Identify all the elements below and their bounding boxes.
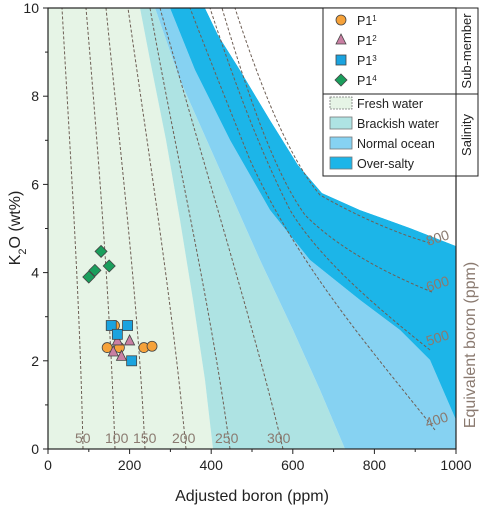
y-tick-label: 0: [31, 441, 39, 457]
zone-over-salty: [170, 8, 456, 420]
contour-label-250: 250: [215, 430, 239, 446]
legend-marker-p1-2: [335, 33, 347, 45]
contour-label-800: 800: [424, 226, 451, 249]
point-p1-3-1: [111, 328, 123, 340]
point-p1-2-2: [115, 349, 128, 361]
legend-label-zone-3: Over-salty: [357, 157, 415, 171]
contour-label-300: 300: [267, 430, 291, 446]
contour-label-200: 200: [172, 430, 196, 446]
point-p1-2-0: [107, 345, 119, 357]
contour-500: [209, 8, 431, 351]
zone-brackish-water: [140, 8, 345, 449]
contour-300: [159, 8, 284, 449]
legend-marker-p1-1: [335, 14, 347, 26]
legend-label-zone-1: Brackish water: [357, 117, 439, 131]
y-tick-label: 2: [31, 353, 39, 369]
contour-50: [61, 8, 84, 449]
contour-400: [189, 8, 436, 431]
y-tick-label: 4: [31, 265, 39, 281]
y-tick-label: 6: [31, 176, 39, 192]
contour-label-100: 100: [105, 430, 129, 446]
contour-label-600: 600: [424, 272, 451, 295]
point-p1-2-1: [111, 334, 124, 346]
point-p1-4-0: [82, 270, 96, 284]
zone-normal-ocean: [155, 8, 456, 449]
legend-swatch-2: [329, 136, 353, 150]
contour-150: [105, 8, 146, 449]
x-axis-title: Adjusted boron (ppm): [175, 488, 329, 505]
point-p1-4-2: [94, 244, 108, 258]
legend-label-p1-3: P13: [357, 54, 377, 69]
point-p1-4-3: [102, 259, 116, 273]
legend-label-p1-1: P11: [357, 14, 377, 29]
legend: Sub-member Salinity P11 P12 P13 P14 Fresh wate…: [322, 7, 479, 177]
contour-800: [234, 8, 431, 244]
point-p1-3-2: [122, 320, 133, 331]
point-p1-4-1: [88, 263, 102, 277]
contour-label-50: 50: [75, 430, 91, 446]
point-p1-2-3: [123, 334, 136, 346]
point-p1-1-3: [146, 340, 158, 352]
legend-swatch-3: [329, 156, 353, 170]
legend-label-p1-4: P14: [357, 74, 377, 89]
x-tick-label: 800: [363, 457, 387, 473]
y-tick-label: 8: [31, 88, 39, 104]
x-tick-label: 1000: [440, 457, 471, 473]
y-tick-label: 10: [23, 0, 39, 16]
contour-label-150: 150: [133, 430, 157, 446]
contour-100: [85, 8, 116, 449]
point-p1-3-0: [105, 320, 117, 331]
legend-group-submember: Sub-member: [459, 13, 474, 89]
x-tick-label: 400: [200, 457, 224, 473]
contour-label-500: 500: [424, 326, 451, 349]
data-points: [82, 244, 158, 367]
legend-swatch-1: [329, 116, 353, 130]
contour-label-400: 400: [423, 408, 450, 431]
zone-fresh-water-area: [48, 8, 213, 449]
contour-250: [149, 8, 231, 449]
x-tick-label: 600: [281, 457, 305, 473]
x-tick-label: 0: [44, 457, 52, 473]
legend-label-zone-2: Normal ocean: [357, 137, 435, 151]
legend-label-zone-0: Fresh water: [357, 97, 423, 111]
point-p1-3-3: [126, 355, 138, 367]
legend-marker-p1-4: [334, 73, 348, 87]
right-axis-title: Equivalent boron (ppm): [462, 262, 479, 428]
contour-200: [127, 8, 187, 449]
legend-marker-p1-3: [335, 54, 347, 66]
legend-group-salinity: Salinity: [459, 114, 474, 156]
legend-side-box: [455, 7, 479, 177]
contour-lines: [61, 8, 436, 449]
legend-swatch-0: [329, 96, 353, 110]
legend-label-p1-2: P12: [357, 34, 377, 49]
x-tick-label: 200: [118, 457, 142, 473]
y-axis-title: K2O (wt%): [7, 191, 29, 266]
